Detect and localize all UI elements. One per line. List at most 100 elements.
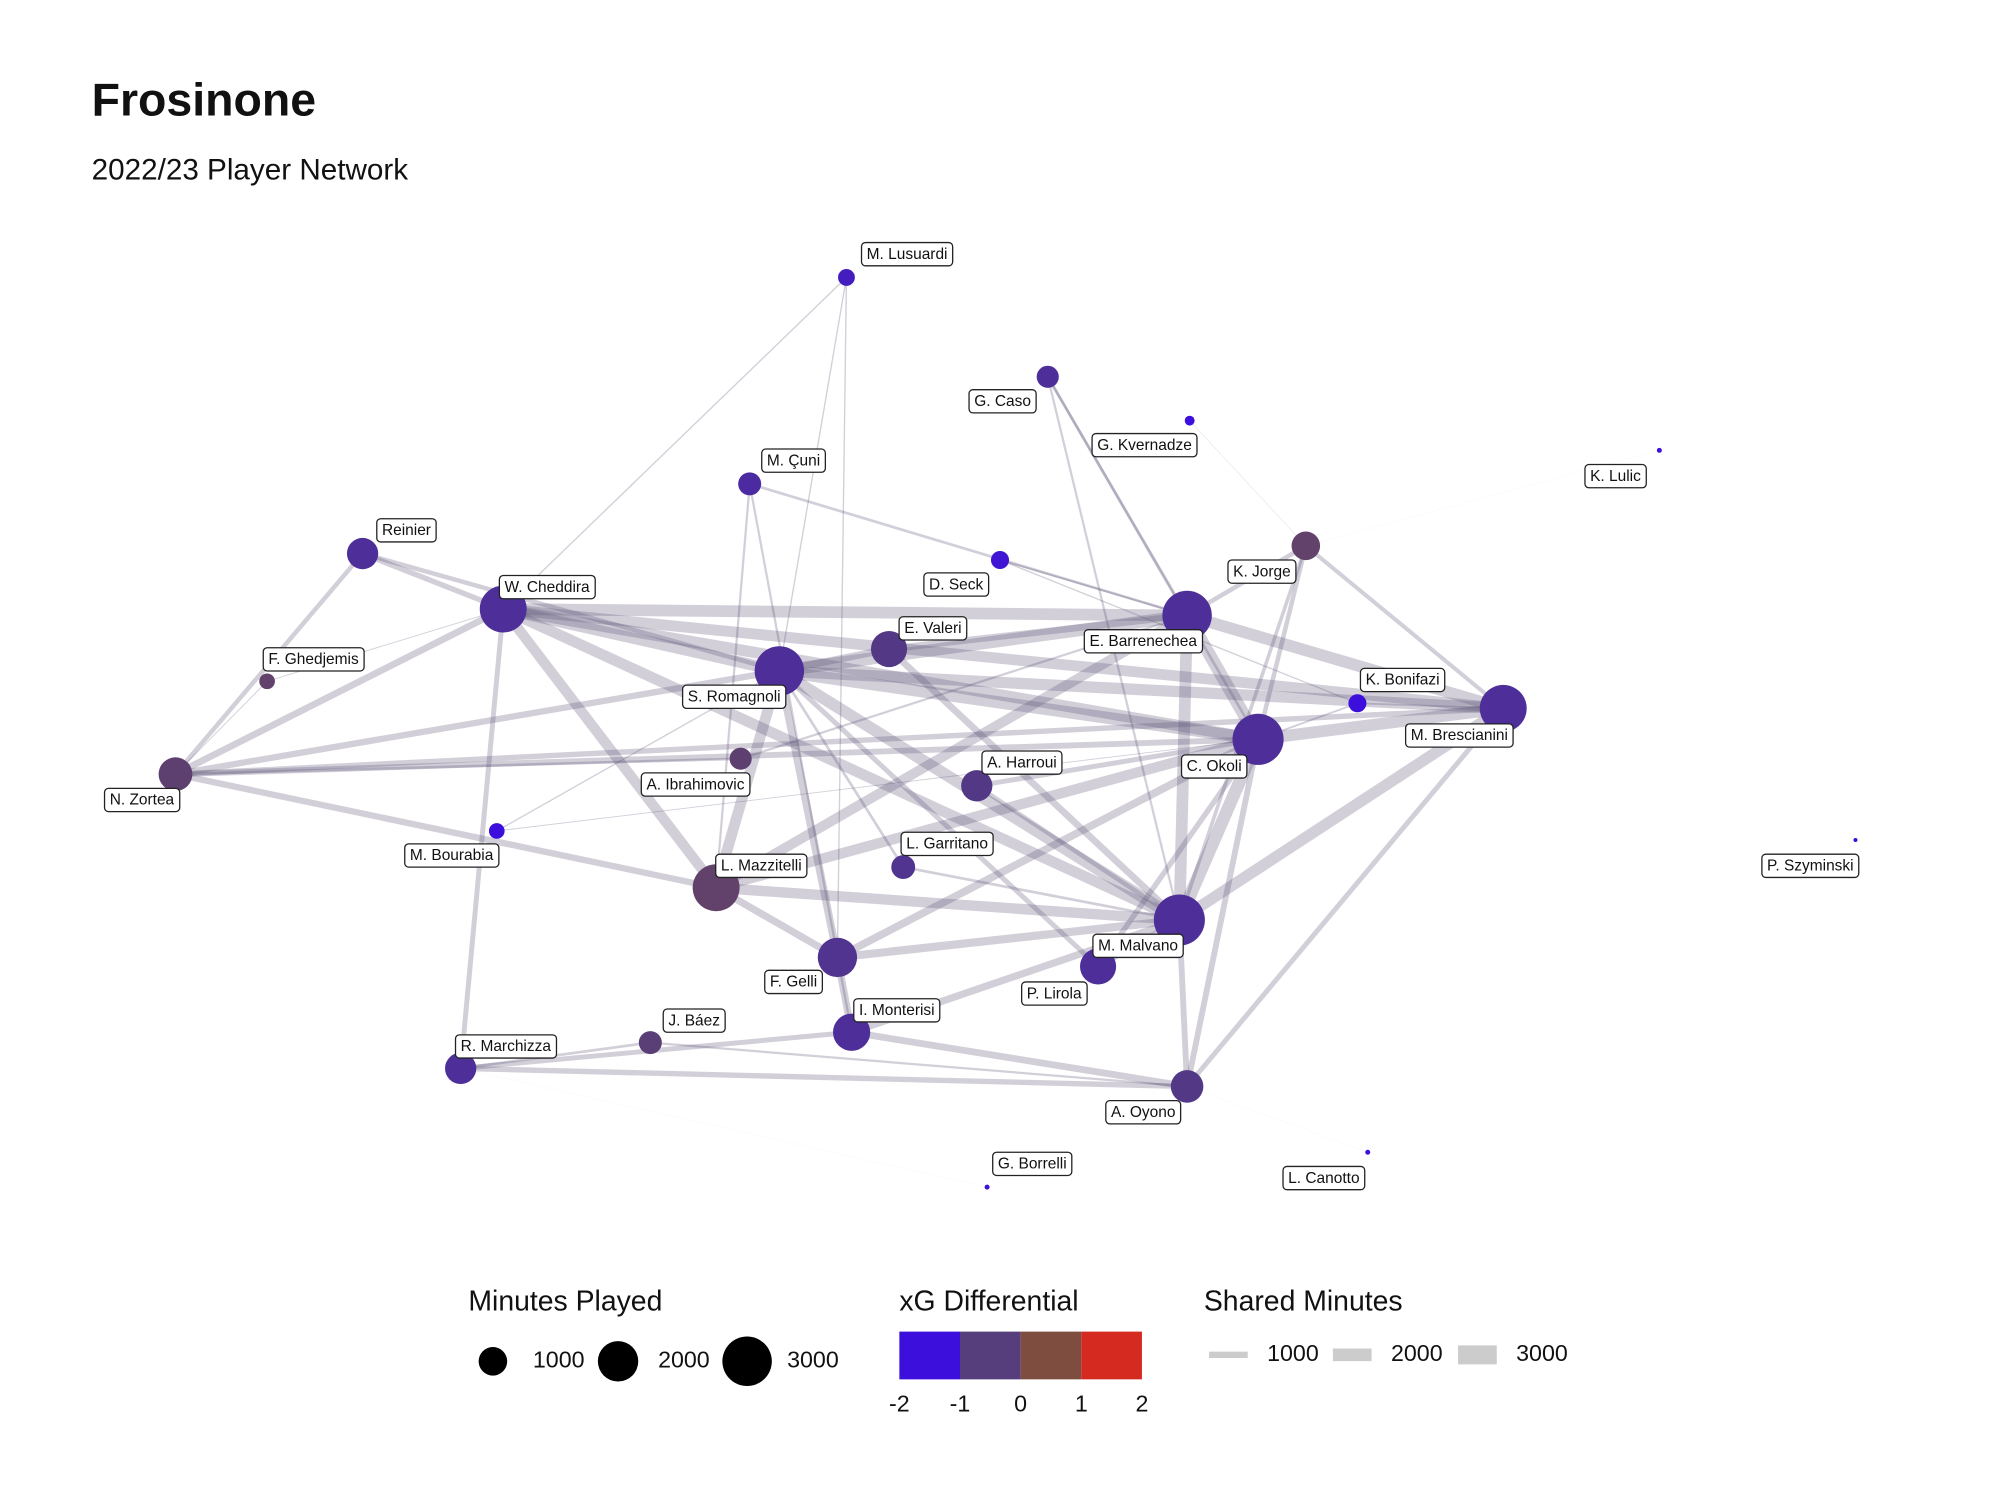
- label-box: [1092, 933, 1184, 959]
- edge: [775, 670, 842, 959]
- colorbar-tick-label: 0: [1014, 1390, 1027, 1416]
- node-label: G. Borrelli: [992, 1151, 1073, 1177]
- chart-subtitle: 2022/23 Player Network: [92, 153, 409, 186]
- edge: [460, 1068, 988, 1188]
- label-text: L. Canotto: [1288, 1170, 1359, 1187]
- label-box: [1404, 723, 1514, 748]
- node: [817, 937, 858, 978]
- edge: [174, 667, 780, 778]
- legend-size-key: [722, 1336, 772, 1387]
- edge: [886, 646, 1182, 923]
- node: [1365, 1149, 1371, 1155]
- label-box: [376, 518, 437, 543]
- node: [1184, 415, 1195, 426]
- colorbar-tick-label: 2: [1135, 1390, 1148, 1416]
- node: [1153, 894, 1205, 946]
- chart-title: Frosinone: [92, 73, 316, 125]
- label-box: [764, 969, 823, 995]
- legend-title: Shared Minutes: [1204, 1286, 1403, 1318]
- legend-label: 2000: [1391, 1340, 1443, 1366]
- edge: [503, 603, 1188, 622]
- labels: M. Lusuardi G. Caso G. Kvernadze K. Lulic M.…: [103, 241, 1860, 1191]
- colorbar-tick-label: -1: [950, 1390, 971, 1416]
- legend-size-key: [597, 1341, 639, 1382]
- node-label: L. Garritano: [900, 831, 994, 857]
- node: [891, 855, 916, 880]
- label-box: [454, 1034, 558, 1059]
- label-box: [103, 787, 181, 813]
- edge: [902, 865, 1180, 922]
- label-box: [1180, 754, 1248, 779]
- label-text: A. Harroui: [987, 754, 1057, 771]
- node-label: M. Malvano: [1092, 933, 1184, 959]
- node-label: K. Jorge: [1227, 559, 1297, 584]
- label-text: M. Çuni: [767, 452, 820, 469]
- label-text: G. Caso: [974, 393, 1031, 410]
- node: [1291, 531, 1321, 561]
- label-box: [898, 616, 968, 641]
- label-box: [1282, 1165, 1366, 1191]
- colorbar-block: [1081, 1331, 1142, 1380]
- edge: [1185, 706, 1506, 1089]
- label-text: D. Seck: [929, 576, 983, 593]
- edge: [999, 559, 1188, 617]
- label-text: Reinier: [382, 522, 431, 539]
- node: [346, 537, 379, 570]
- label-box: [761, 448, 827, 473]
- node: [1348, 694, 1367, 713]
- legend-title: xG Differential: [899, 1286, 1078, 1318]
- edge: [173, 606, 505, 778]
- label-text: F. Ghedjemis: [268, 651, 359, 668]
- edge: [502, 276, 847, 610]
- nodes: [158, 268, 1858, 1190]
- edge: [778, 670, 905, 868]
- label-box: [1227, 559, 1297, 584]
- colorbar-block: [960, 1331, 1021, 1380]
- node-label: Reinier: [376, 518, 437, 543]
- label-text: M. Lusuardi: [867, 246, 948, 263]
- edge: [460, 1065, 1188, 1090]
- edge: [458, 608, 506, 1069]
- label-box: [853, 998, 941, 1023]
- edge: [1257, 702, 1504, 746]
- edge: [1304, 544, 1505, 710]
- label-text: A. Ibrahimovic: [646, 776, 744, 793]
- node: [729, 747, 752, 770]
- legend-label: 1000: [1267, 1340, 1319, 1366]
- edge: [501, 603, 781, 677]
- edge: [175, 736, 1259, 778]
- edge: [174, 771, 717, 891]
- label-box: [262, 647, 365, 672]
- edge: [496, 738, 1259, 832]
- edge: [836, 277, 848, 958]
- label-box: [1021, 981, 1088, 1006]
- edge: [976, 736, 1259, 789]
- node-label: A. Oyono: [1105, 1100, 1182, 1125]
- node-label: F. Ghedjemis: [262, 647, 365, 672]
- label-box: [1761, 853, 1860, 879]
- node-label: G. Caso: [968, 389, 1037, 414]
- label-box: [662, 1008, 726, 1033]
- node: [1656, 447, 1662, 453]
- edge: [175, 757, 741, 776]
- label-box: [715, 853, 808, 879]
- node: [1853, 837, 1858, 843]
- node-label: P. Lirola: [1021, 981, 1088, 1006]
- node: [1479, 684, 1527, 732]
- node-label: M. Bourabia: [404, 843, 500, 868]
- label-box: [968, 389, 1037, 414]
- node: [488, 823, 505, 839]
- node-label: E. Barrenechea: [1083, 629, 1204, 654]
- legend-label: 2000: [658, 1346, 710, 1372]
- label-box: [860, 241, 954, 267]
- label-text: G. Kvernadze: [1097, 437, 1192, 454]
- label-box: [1083, 629, 1204, 654]
- node: [738, 472, 762, 496]
- edge: [361, 551, 780, 674]
- label-text: P. Szyminski: [1767, 858, 1854, 875]
- edge: [836, 915, 1180, 962]
- label-box: [981, 750, 1063, 775]
- node-label: C. Okoli: [1180, 754, 1248, 779]
- node-label: E. Valeri: [898, 616, 968, 641]
